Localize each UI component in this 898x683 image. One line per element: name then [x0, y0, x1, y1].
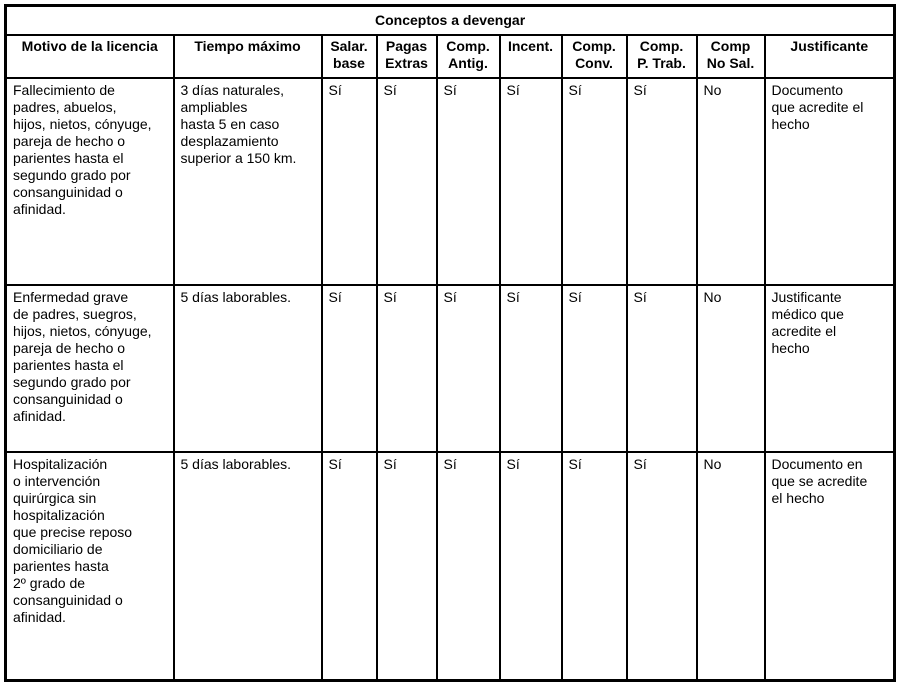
- cell-incent: Sí: [498, 283, 563, 453]
- cell-comp-conv: Sí: [560, 450, 628, 682]
- cell-comp-p-trab: Sí: [625, 76, 698, 286]
- cell-comp-antig: Sí: [435, 450, 501, 682]
- column-header-justificante: Justificante: [763, 33, 896, 79]
- column-header-incent: Incent.: [498, 33, 563, 79]
- cell-justificante: Justificante médico que acredite el hech…: [763, 283, 896, 453]
- cell-comp-antig: Sí: [435, 76, 501, 286]
- cell-comp-conv: Sí: [560, 283, 628, 453]
- cell-pagas-extras: Sí: [375, 283, 438, 453]
- cell-comp-p-trab: Sí: [625, 283, 698, 453]
- title-row: Conceptos a devengar: [4, 4, 896, 36]
- column-header-tiempo-maximo: Tiempo máximo: [172, 33, 323, 79]
- cell-salar-base: Sí: [320, 450, 378, 682]
- table-row: Fallecimiento de padres, abuelos, hijos,…: [4, 76, 896, 286]
- cell-comp-p-trab: Sí: [625, 450, 698, 682]
- cell-incent: Sí: [498, 450, 563, 682]
- table-row: Enfermedad grave de padres, suegros, hij…: [4, 283, 896, 453]
- conceptos-table: Conceptos a devengar Motivo de la licenc…: [4, 4, 897, 682]
- column-header-comp-no-sal: Comp No Sal.: [695, 33, 766, 79]
- column-header-comp-p-trab: Comp. P. Trab.: [625, 33, 698, 79]
- cell-motivo: Fallecimiento de padres, abuelos, hijos,…: [4, 76, 175, 286]
- column-header-salar-base: Salar. base: [320, 33, 378, 79]
- header-row: Motivo de la licencia Tiempo máximo Sala…: [4, 33, 896, 79]
- cell-comp-conv: Sí: [560, 76, 628, 286]
- column-header-comp-antig: Comp. Antig.: [435, 33, 501, 79]
- cell-motivo: Hospitalización o intervención quirúrgic…: [4, 450, 175, 682]
- cell-justificante: Documento que acredite el hecho: [763, 76, 896, 286]
- cell-tiempo-maximo: 3 días naturales, ampliables hasta 5 en …: [172, 76, 323, 286]
- cell-salar-base: Sí: [320, 283, 378, 453]
- cell-tiempo-maximo: 5 días laborables.: [172, 450, 323, 682]
- table-row: Hospitalización o intervención quirúrgic…: [4, 450, 896, 682]
- cell-comp-no-sal: No: [695, 283, 766, 453]
- table-title: Conceptos a devengar: [4, 4, 896, 36]
- column-header-comp-conv: Comp. Conv.: [560, 33, 628, 79]
- cell-tiempo-maximo: 5 días laborables.: [172, 283, 323, 453]
- cell-justificante: Documento en que se acredite el hecho: [763, 450, 896, 682]
- column-header-motivo: Motivo de la licencia: [4, 33, 175, 79]
- cell-comp-no-sal: No: [695, 76, 766, 286]
- cell-motivo: Enfermedad grave de padres, suegros, hij…: [4, 283, 175, 453]
- cell-comp-no-sal: No: [695, 450, 766, 682]
- cell-pagas-extras: Sí: [375, 450, 438, 682]
- cell-pagas-extras: Sí: [375, 76, 438, 286]
- cell-incent: Sí: [498, 76, 563, 286]
- cell-salar-base: Sí: [320, 76, 378, 286]
- cell-comp-antig: Sí: [435, 283, 501, 453]
- column-header-pagas-extras: Pagas Extras: [375, 33, 438, 79]
